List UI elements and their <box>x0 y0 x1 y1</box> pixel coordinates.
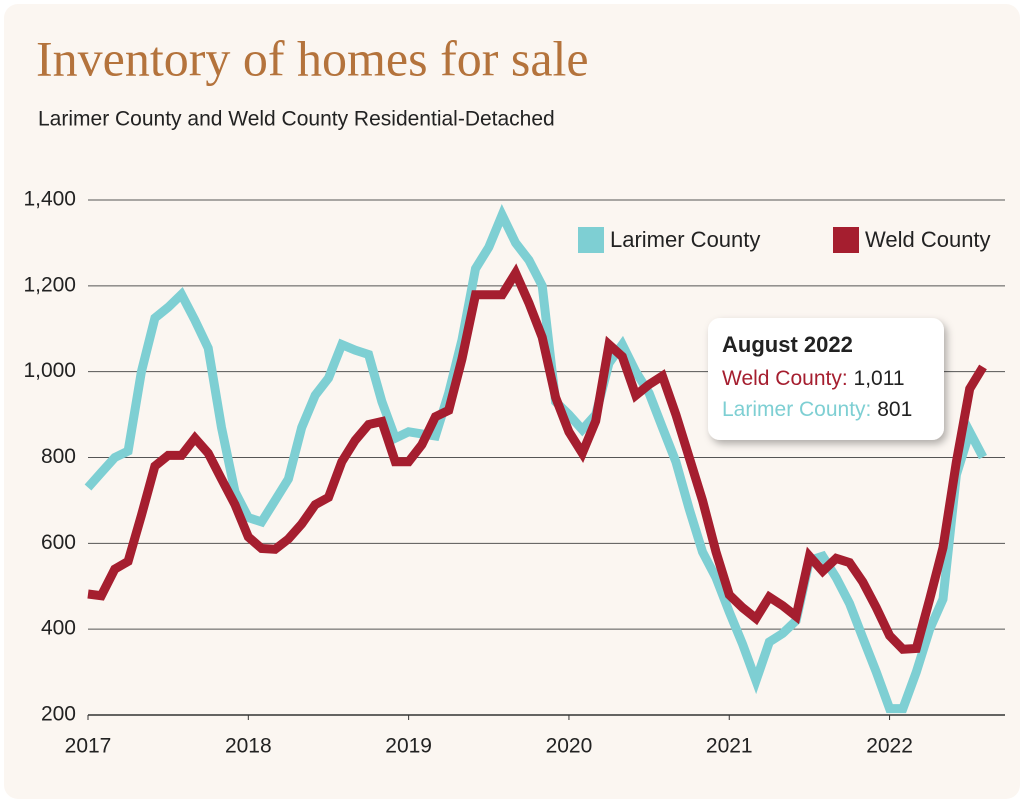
legend: Larimer County Weld County <box>578 227 991 253</box>
legend-swatch <box>833 227 859 253</box>
series-line <box>87 263 987 654</box>
x-tick-label: 2019 <box>385 735 432 758</box>
y-tick-label: 400 <box>41 617 76 640</box>
callout: August 2022 Weld County: 1,011 Larimer C… <box>708 318 944 440</box>
callout-value: 801 <box>877 398 912 421</box>
callout-label: Weld County: <box>722 367 848 390</box>
grid: 200 400 600 800 1,000 1,200 1,400 2017 2018 2019 2… <box>23 188 1005 758</box>
x-tick-label: 2022 <box>866 735 913 758</box>
chart-subtitle: Larimer County and Weld County Residenti… <box>38 108 555 131</box>
callout-line: Larimer County: 801 <box>722 398 912 421</box>
y-tick-label: 600 <box>41 531 76 554</box>
callout-line: Weld County: 1,011 <box>722 367 905 390</box>
x-tick-label: 2021 <box>706 735 753 758</box>
y-tick-label: 1,400 <box>23 188 76 211</box>
x-tick-label: 2020 <box>546 735 593 758</box>
x-tick-label: 2018 <box>225 735 272 758</box>
x-tick-label: 2017 <box>65 735 112 758</box>
y-tick-label: 1,000 <box>23 359 76 382</box>
callout-value: 1,011 <box>854 367 905 390</box>
callout-box <box>708 318 944 440</box>
series-line <box>84 203 987 714</box>
callout-title: August 2022 <box>722 332 853 357</box>
lines <box>84 203 987 714</box>
y-tick-label: 1,200 <box>23 273 76 296</box>
y-tick-label: 200 <box>41 703 76 726</box>
legend-swatch <box>578 227 604 253</box>
chart-title: Inventory of homes for sale <box>36 30 589 86</box>
callout-label: Larimer County: <box>722 398 871 421</box>
legend-label: Larimer County <box>610 227 760 252</box>
y-tick-label: 800 <box>41 445 76 468</box>
legend-label: Weld County <box>865 227 991 252</box>
